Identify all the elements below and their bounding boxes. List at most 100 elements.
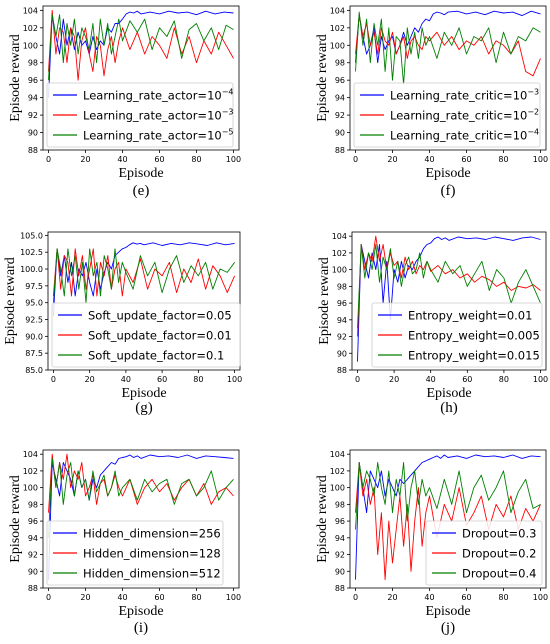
- plot-area: [52, 242, 236, 317]
- y-tick-label: 104: [330, 6, 345, 15]
- legend: Entropy_weight=0.01 Entropy_weight=0.005 E…: [371, 302, 543, 368]
- legend-label: Soft_update_factor=0.05: [88, 309, 232, 323]
- x-tick-label: 0: [353, 593, 358, 602]
- y-tick-label: 104: [23, 450, 38, 459]
- x-axis-label: Episode: [425, 604, 470, 619]
- x-tick-label: 100: [227, 375, 242, 384]
- y-tick-label: 94: [335, 94, 345, 103]
- y-tick-label: 87.5: [25, 349, 43, 358]
- legend: Hidden_dimension=256 Hidden_dimension=128…: [46, 520, 224, 586]
- axes-frame: [42, 5, 240, 151]
- y-tick-label: 100: [330, 41, 345, 50]
- x-tick-label: 60: [461, 593, 471, 602]
- y-tick-label: 88: [28, 584, 38, 593]
- y-tick-label: 85.0: [25, 366, 43, 375]
- y-tick-label: 100: [23, 41, 38, 50]
- y-tick-label: 92: [337, 333, 347, 342]
- x-tick-label: 0: [353, 155, 358, 164]
- y-tick-label: 104: [23, 6, 38, 15]
- x-tick-label: 20: [387, 593, 397, 602]
- y-axis-label: Episode reward: [8, 475, 23, 562]
- x-tick-label: 100: [226, 155, 241, 164]
- x-axis-label: Episode: [426, 386, 471, 401]
- series-line-f-1: [355, 10, 541, 64]
- y-tick-label: 104: [332, 232, 347, 241]
- panel-caption: (j): [441, 620, 455, 636]
- y-tick-label: 100: [23, 484, 38, 493]
- series-line-j-2: [355, 462, 541, 581]
- x-tick-label: 20: [80, 155, 90, 164]
- series-line-f-3: [355, 11, 541, 85]
- y-tick-label: 94: [337, 316, 347, 325]
- x-tick-label: 80: [499, 375, 509, 384]
- x-tick-label: 40: [121, 375, 131, 384]
- y-tick-label: 102: [330, 24, 345, 33]
- panel-caption: (f): [441, 183, 456, 199]
- x-tick-label: 0: [46, 593, 51, 602]
- y-tick-label: 96: [335, 517, 345, 526]
- x-tick-label: 80: [191, 155, 201, 164]
- y-tick-label: 92.5: [25, 316, 43, 325]
- x-tick-label: 20: [80, 593, 90, 602]
- x-tick-label: 0: [355, 375, 360, 384]
- series-line-h-1: [357, 236, 541, 362]
- x-tick-label: 20: [85, 375, 95, 384]
- legend-label: Learning_rate_actor=10−3: [83, 108, 234, 123]
- legend-label: Entropy_weight=0.005: [408, 329, 540, 343]
- series-line-h-3: [357, 244, 541, 329]
- y-tick-label: 98: [335, 59, 345, 68]
- x-tick-label: 80: [193, 375, 203, 384]
- legend: Learning_rate_critic=10−3 Learning_rate_c…: [353, 82, 541, 148]
- x-tick-label: 60: [154, 155, 164, 164]
- x-tick-label: 60: [157, 375, 167, 384]
- legend-label: Learning_rate_actor=10−5: [83, 128, 234, 143]
- y-tick-label: 88: [335, 146, 345, 155]
- legend: Learning_rate_actor=10−4 Learning_rate_ac…: [46, 82, 234, 148]
- x-tick-label: 0: [46, 155, 51, 164]
- panel-caption: (h): [440, 400, 458, 416]
- x-tick-label: 100: [226, 593, 241, 602]
- axes-frame: [349, 5, 547, 151]
- legend-box: [371, 302, 543, 368]
- x-tick-label: 40: [426, 375, 436, 384]
- legend-box: [353, 82, 541, 148]
- legend-label: Dropout=0.2: [462, 547, 536, 561]
- legend-label: Hidden_dimension=128: [83, 547, 221, 561]
- y-tick-label: 95.0: [25, 299, 43, 308]
- legend-label: Entropy_weight=0.015: [408, 349, 540, 363]
- plot-area: [355, 10, 541, 85]
- legend-box: [51, 302, 241, 368]
- axes-frame: [42, 449, 240, 589]
- legend-label: Learning_rate_critic=10−2: [390, 108, 539, 123]
- legend-label: Dropout=0.3: [462, 527, 536, 541]
- legend: Dropout=0.3 Dropout=0.2 Dropout=0.4: [425, 520, 543, 586]
- panel-h: 0 20 40 60 80 100 88 90 92 94 96 98 100 102 104 Episode…: [317, 231, 548, 416]
- axes-frame: [351, 231, 547, 371]
- y-tick-label: 102: [23, 467, 38, 476]
- axes-frame: [349, 449, 547, 589]
- panel-g: 0 20 40 60 80 100 85.0 87.5 90.0 92.5 95.0 97.5 100.…: [3, 231, 242, 416]
- x-tick-label: 80: [498, 593, 508, 602]
- y-tick-label: 90.0: [25, 332, 43, 341]
- y-axis-label: Episode reward: [315, 475, 330, 562]
- x-tick-label: 40: [424, 155, 434, 164]
- y-tick-label: 92: [28, 551, 38, 560]
- y-tick-label: 94: [28, 534, 38, 543]
- y-tick-label: 102.5: [20, 248, 43, 257]
- x-axis-label: Episode: [118, 166, 163, 181]
- x-tick-label: 100: [533, 155, 548, 164]
- x-tick-label: 100: [533, 375, 548, 384]
- x-axis-label: Episode: [121, 386, 166, 401]
- y-tick-label: 90: [335, 567, 345, 576]
- legend: Soft_update_factor=0.05 Soft_update_facto…: [51, 302, 241, 368]
- legend-label: Hidden_dimension=512: [83, 567, 221, 581]
- x-axis-label: Episode: [425, 166, 470, 181]
- y-tick-label: 105.0: [20, 231, 43, 240]
- legend-box: [46, 520, 224, 586]
- x-tick-label: 20: [389, 375, 399, 384]
- x-tick-label: 60: [462, 375, 472, 384]
- y-tick-label: 100: [330, 484, 345, 493]
- legend-label: Dropout=0.4: [462, 567, 536, 581]
- series-line-j-1: [355, 454, 541, 580]
